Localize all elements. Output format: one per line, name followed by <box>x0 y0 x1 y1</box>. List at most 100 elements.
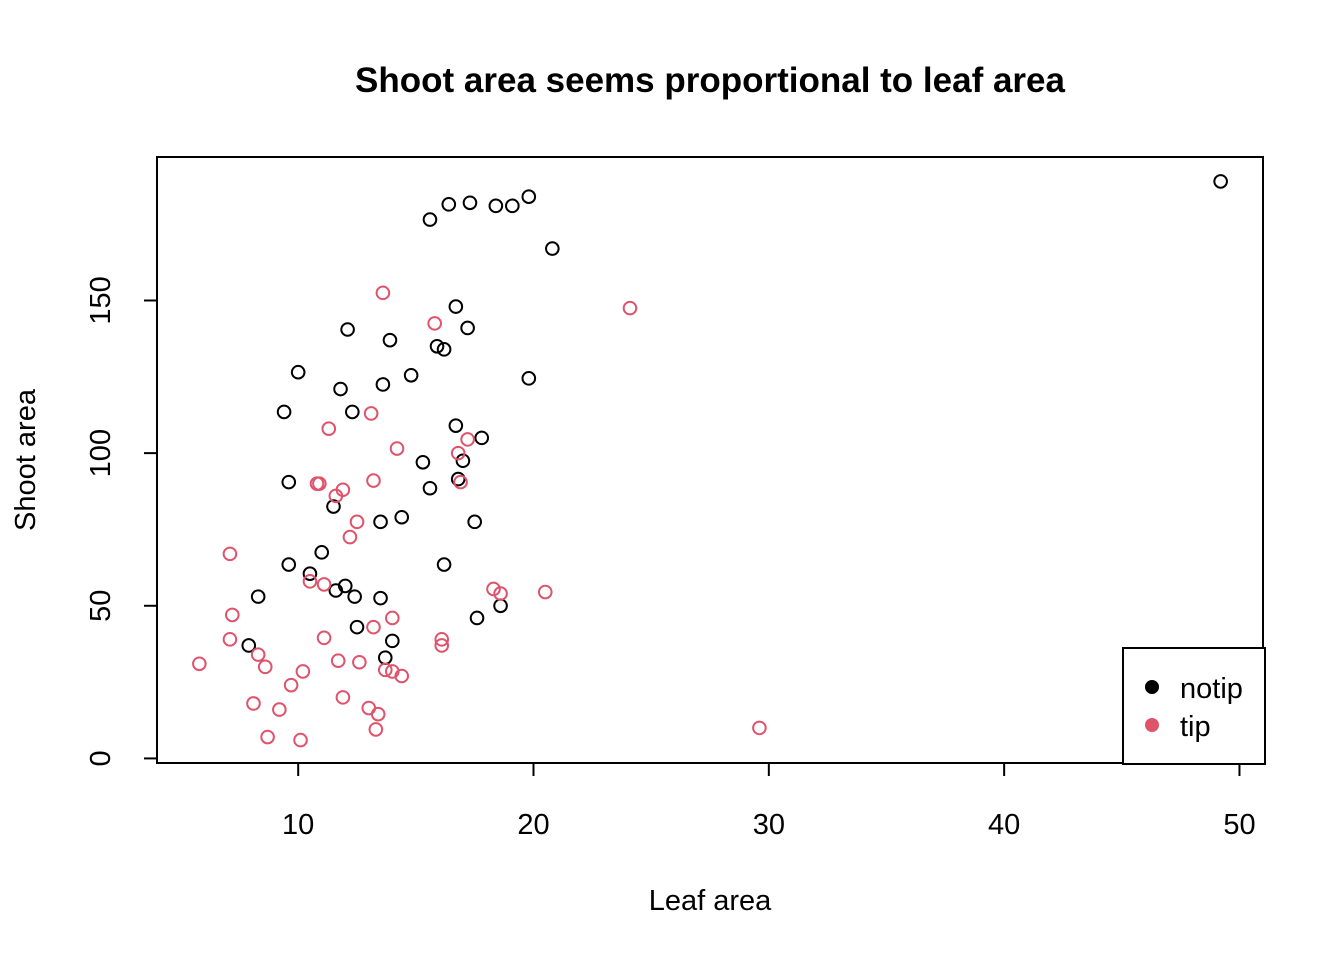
point-tip-27 <box>434 632 450 647</box>
point-notip-21 <box>448 418 464 433</box>
plot-frame <box>156 156 1264 764</box>
point-notip-37 <box>328 583 344 598</box>
point-tip-39 <box>335 690 351 705</box>
legend: notip tip <box>1122 647 1266 765</box>
point-notip-2 <box>462 195 478 211</box>
point-tip-18 <box>316 577 332 592</box>
point-notip-42 <box>469 610 485 626</box>
point-notip-6 <box>422 212 438 227</box>
point-notip-40 <box>373 590 388 606</box>
point-tip-43 <box>370 706 386 722</box>
point-notip-11 <box>382 332 398 348</box>
point-tip-3 <box>363 406 379 421</box>
point-notip-0 <box>1213 174 1228 189</box>
point-notip-39 <box>347 589 362 604</box>
point-tip-5 <box>389 441 405 456</box>
point-notip-18 <box>375 377 391 392</box>
point-notip-17 <box>333 381 348 397</box>
point-tip-1 <box>622 300 638 316</box>
point-notip-31 <box>467 514 482 530</box>
point-tip-4 <box>321 421 337 437</box>
point-notip-3 <box>441 197 457 212</box>
point-tip-24 <box>366 619 381 635</box>
point-notip-35 <box>302 566 318 582</box>
point-notip-29 <box>394 509 410 525</box>
x-axis-label: Leaf area <box>649 885 772 917</box>
point-notip-20 <box>345 404 360 420</box>
point-tip-21 <box>537 584 553 600</box>
point-notip-5 <box>505 198 520 214</box>
point-notip-28 <box>326 499 341 514</box>
x-tick-label-50: 50 <box>1223 809 1255 841</box>
point-notip-26 <box>281 474 297 490</box>
point-notip-38 <box>250 589 266 604</box>
legend-marker-notip <box>1145 680 1159 694</box>
point-tip-38 <box>283 677 299 693</box>
chart-title: Shoot area seems proportional to leaf ar… <box>355 61 1065 100</box>
legend-box <box>1122 647 1266 765</box>
point-notip-45 <box>241 638 257 653</box>
point-tip-30 <box>192 656 207 672</box>
point-tip-44 <box>752 720 767 736</box>
y-tick-label-50: 50 <box>85 590 117 622</box>
point-notip-14 <box>290 364 306 380</box>
point-notip-33 <box>281 557 297 572</box>
point-tip-40 <box>246 696 261 711</box>
point-notip-1 <box>521 189 537 204</box>
point-tip-23 <box>385 610 400 626</box>
point-notip-4 <box>488 198 504 214</box>
point-tip-47 <box>293 732 308 748</box>
point-tip-46 <box>260 729 275 745</box>
legend-marker-tip <box>1145 718 1159 732</box>
point-notip-32 <box>314 545 330 560</box>
point-notip-13 <box>436 342 452 357</box>
point-tip-36 <box>295 664 311 679</box>
point-notip-7 <box>545 241 560 256</box>
y-tick-label-150: 150 <box>85 276 117 324</box>
x-axis: 10 20 30 40 50 <box>282 762 1256 841</box>
point-notip-16 <box>521 371 537 386</box>
x-tick-label-30: 30 <box>753 809 785 841</box>
point-tip-25 <box>222 632 238 647</box>
point-notip-22 <box>474 430 490 446</box>
point-tip-7 <box>450 445 466 461</box>
y-axis-label: Shoot area <box>10 388 42 531</box>
point-notip-15 <box>403 367 419 383</box>
point-tip-11 <box>312 476 327 491</box>
point-tip-42 <box>361 700 377 716</box>
point-notip-41 <box>493 598 508 614</box>
point-tip-41 <box>272 702 287 717</box>
point-tip-28 <box>434 638 450 653</box>
point-tip-34 <box>377 662 393 678</box>
x-tick-label-10: 10 <box>282 809 314 841</box>
point-tip-0 <box>375 285 391 301</box>
y-tick-label-100: 100 <box>85 429 117 477</box>
point-tip-20 <box>493 586 508 601</box>
point-notip-27 <box>422 480 438 496</box>
point-tip-26 <box>316 630 332 646</box>
point-notip-30 <box>373 514 388 530</box>
point-notip-19 <box>276 404 292 420</box>
legend-label-tip: tip <box>1180 711 1211 743</box>
point-tip-16 <box>222 546 238 562</box>
point-tip-14 <box>349 514 365 530</box>
point-notip-8 <box>448 299 464 314</box>
x-tick-label-20: 20 <box>517 809 549 841</box>
point-notip-23 <box>415 454 431 470</box>
point-tip-33 <box>257 659 273 675</box>
y-axis: 0 50 100 150 <box>85 276 158 766</box>
point-tip-8 <box>366 473 381 488</box>
point-tip-9 <box>453 474 468 490</box>
point-notip-9 <box>340 322 355 337</box>
point-notip-24 <box>455 453 471 469</box>
point-tip-15 <box>342 529 358 545</box>
legend-label-notip: notip <box>1180 673 1243 705</box>
point-notip-12 <box>429 338 445 354</box>
point-tip-32 <box>352 654 367 670</box>
point-tip-45 <box>368 722 384 737</box>
point-tip-6 <box>460 432 475 447</box>
x-tick-label-40: 40 <box>988 809 1020 841</box>
point-notip-34 <box>436 557 452 572</box>
point-tip-17 <box>302 574 318 589</box>
point-tip-22 <box>225 607 240 623</box>
